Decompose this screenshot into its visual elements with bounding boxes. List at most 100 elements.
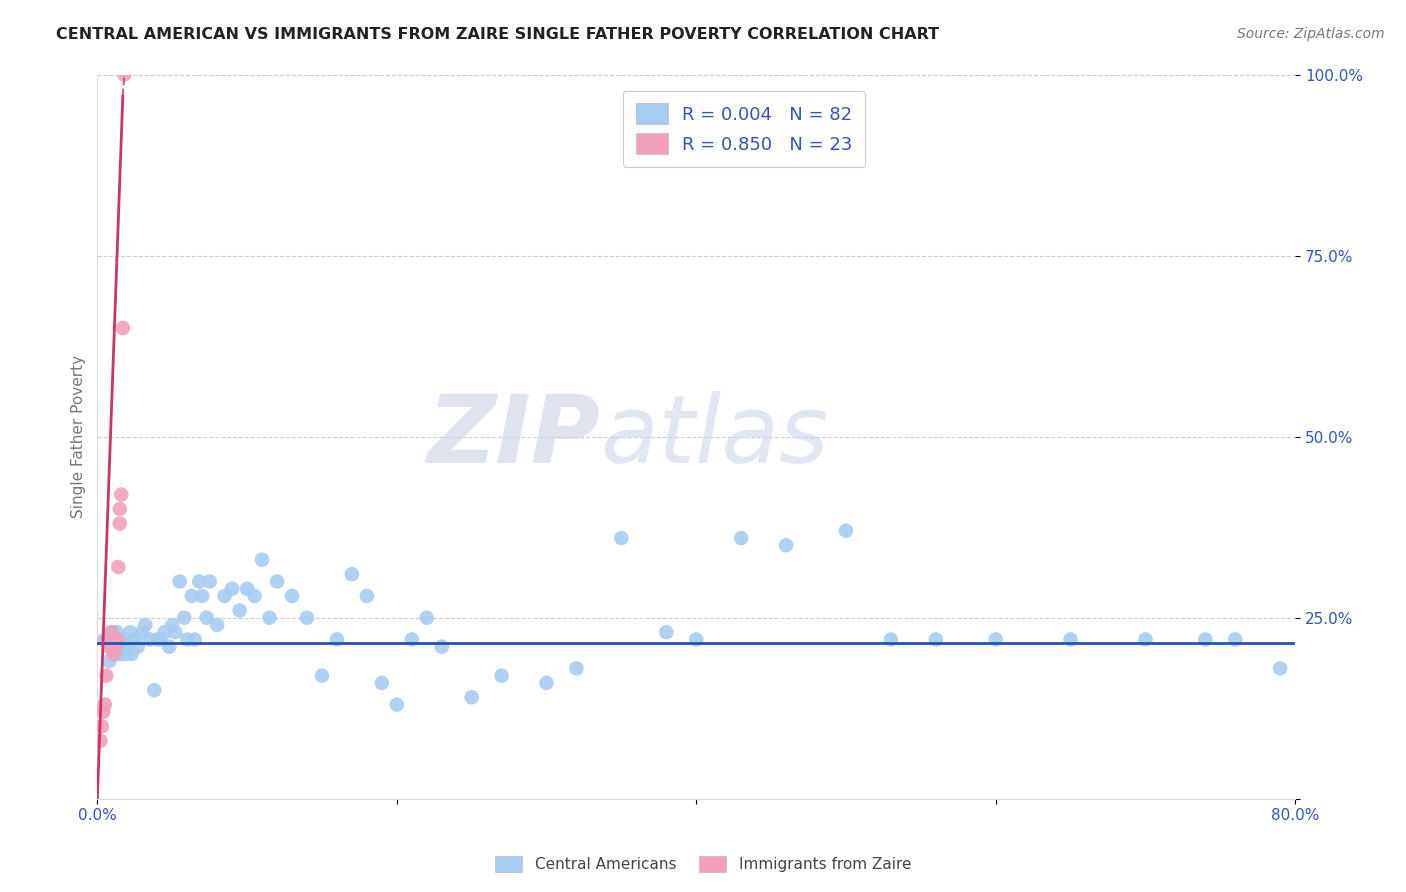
Point [880, 632, 903, 647]
Point [124, 632, 146, 647]
Point [191, 589, 214, 603]
Point [98, 654, 121, 668]
Point [295, 610, 318, 624]
Text: atlas: atlas [600, 391, 828, 483]
Point [94, 632, 117, 647]
Point [101, 640, 124, 654]
Point [214, 589, 236, 603]
Point [97, 632, 120, 647]
Point [101, 632, 124, 647]
Point [105, 625, 128, 640]
Legend: Central Americans, Immigrants from Zaire: Central Americans, Immigrants from Zaire [488, 848, 918, 880]
Point [127, 640, 149, 654]
Point [110, 640, 132, 654]
Point [228, 603, 250, 617]
Point [1135, 632, 1157, 647]
Point [100, 625, 122, 640]
Point [984, 632, 1007, 647]
Point [108, 640, 131, 654]
Point [655, 625, 678, 640]
Point [112, 632, 135, 647]
Point [108, 502, 131, 516]
Point [101, 625, 124, 640]
Point [385, 698, 408, 712]
Point [188, 574, 211, 589]
Point [149, 632, 172, 647]
Point [89, 734, 111, 748]
Point [565, 661, 588, 675]
Point [730, 531, 752, 545]
Text: CENTRAL AMERICAN VS IMMIGRANTS FROM ZAIRE SINGLE FATHER POVERTY CORRELATION CHAR: CENTRAL AMERICAN VS IMMIGRANTS FROM ZAIR… [56, 27, 939, 42]
Point [104, 640, 127, 654]
Point [311, 668, 333, 682]
Point [107, 632, 129, 647]
Point [281, 589, 304, 603]
Point [101, 640, 124, 654]
Point [90, 719, 112, 733]
Point [108, 516, 131, 531]
Point [117, 640, 139, 654]
Point [430, 640, 453, 654]
Text: Source: ZipAtlas.com: Source: ZipAtlas.com [1237, 27, 1385, 41]
Point [104, 640, 127, 654]
Point [114, 647, 136, 661]
Point [104, 632, 127, 647]
Point [139, 632, 162, 647]
Point [107, 560, 129, 574]
Point [94, 698, 117, 712]
Point [110, 632, 132, 647]
Point [120, 625, 142, 640]
Point [259, 610, 281, 624]
Point [401, 632, 423, 647]
Text: ZIP: ZIP [427, 391, 600, 483]
Point [491, 668, 513, 682]
Point [221, 582, 243, 596]
Point [103, 647, 125, 661]
Point [250, 553, 273, 567]
Point [103, 647, 125, 661]
Point [835, 524, 858, 538]
Point [105, 632, 128, 647]
Point [165, 625, 187, 640]
Point [131, 625, 153, 640]
Point [371, 676, 394, 690]
Point [103, 632, 125, 647]
Point [91, 705, 114, 719]
Point [416, 610, 439, 624]
Point [104, 632, 127, 647]
Point [198, 574, 221, 589]
Point [1059, 632, 1081, 647]
Point [105, 647, 128, 661]
Point [340, 567, 363, 582]
Point [108, 647, 131, 661]
Y-axis label: Single Father Poverty: Single Father Poverty [72, 355, 86, 518]
Point [134, 618, 156, 632]
Point [160, 618, 183, 632]
Point [112, 68, 135, 82]
Point [98, 640, 121, 654]
Point [110, 487, 132, 501]
Point [111, 321, 134, 335]
Point [183, 632, 205, 647]
Point [176, 632, 198, 647]
Point [925, 632, 948, 647]
Point [180, 589, 202, 603]
Point [100, 632, 122, 647]
Point [98, 632, 121, 647]
Point [610, 531, 633, 545]
Point [153, 625, 176, 640]
Point [236, 582, 259, 596]
Point [101, 632, 124, 647]
Point [685, 632, 707, 647]
Point [205, 618, 228, 632]
Point [266, 574, 288, 589]
Point [173, 610, 195, 624]
Point [96, 668, 118, 682]
Point [326, 632, 349, 647]
Point [146, 632, 169, 647]
Point [103, 640, 125, 654]
Point [1225, 632, 1247, 647]
Legend: R = 0.004   N = 82, R = 0.850   N = 23: R = 0.004 N = 82, R = 0.850 N = 23 [623, 91, 866, 167]
Point [243, 589, 266, 603]
Point [111, 647, 134, 661]
